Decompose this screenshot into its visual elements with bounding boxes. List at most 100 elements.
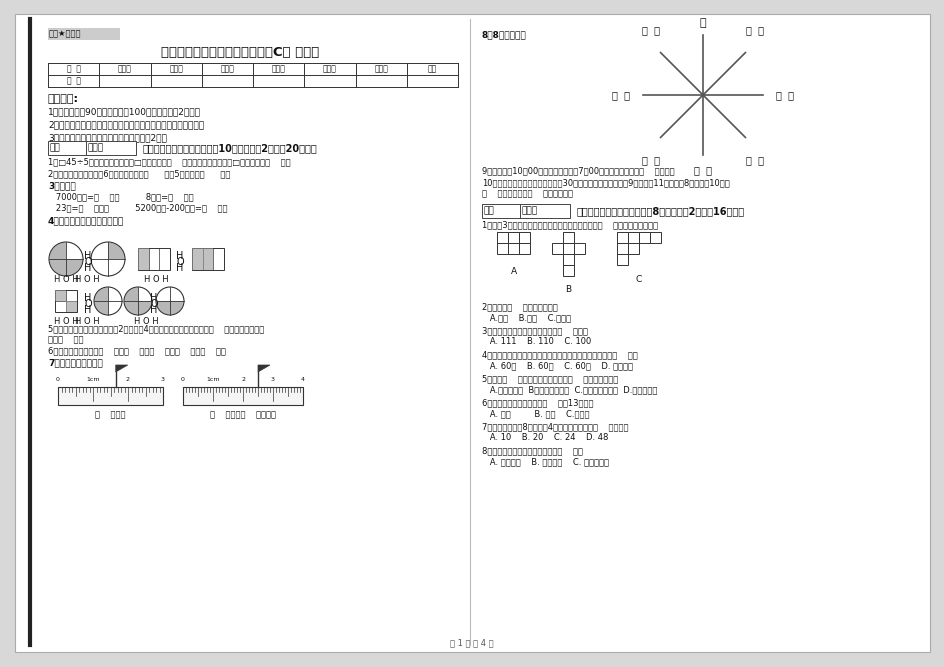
Text: H O H: H O H bbox=[75, 317, 99, 325]
Text: （    ）跑得最快，（    ）跑得最慢。: （ ）跑得最快，（ ）跑得最慢。 bbox=[481, 189, 572, 199]
Text: 得分: 得分 bbox=[483, 207, 495, 215]
Text: H O H: H O H bbox=[75, 275, 99, 283]
Text: 3、换算。: 3、换算。 bbox=[48, 181, 76, 191]
Text: 3、最大的三位数是最大一位数的（    ）倍。: 3、最大的三位数是最大一位数的（ ）倍。 bbox=[481, 327, 587, 336]
Text: 计算题: 计算题 bbox=[272, 65, 285, 73]
Text: A. 弃开指望    B. 拍开眼缝    C. 转动的风车: A. 弃开指望 B. 拍开眼缝 C. 转动的风车 bbox=[481, 458, 608, 466]
Text: （    ）毫米: （ ）毫米 bbox=[95, 410, 126, 420]
Text: 填空题: 填空题 bbox=[118, 65, 131, 73]
Text: 第 1 页 共 4 页: 第 1 页 共 4 页 bbox=[449, 638, 494, 648]
Text: 评卷人: 评卷人 bbox=[88, 143, 104, 153]
Text: 2: 2 bbox=[241, 377, 244, 382]
Bar bbox=[616, 243, 628, 254]
Text: 3: 3 bbox=[160, 377, 165, 382]
Text: 1、下列3个图形中，每个小正方形都一样大，那么（    ）图形的周长最长。: 1、下列3个图形中，每个小正方形都一样大，那么（ ）图形的周长最长。 bbox=[481, 221, 657, 229]
Text: 10、年育老师对第一小组同学进行30米跑测试，成绩如下小红9秒，小丽11秒，小明8秒，小亮10秒。: 10、年育老师对第一小组同学进行30米跑测试，成绩如下小红9秒，小丽11秒，小明… bbox=[481, 179, 729, 187]
Text: 题  号: 题 号 bbox=[67, 65, 80, 73]
Wedge shape bbox=[125, 301, 138, 315]
Text: 7、量出钉子的长度。: 7、量出钉子的长度。 bbox=[48, 358, 103, 368]
Wedge shape bbox=[108, 243, 125, 259]
Text: 8、下面现象中属于平移现象的是（    ）。: 8、下面现象中属于平移现象的是（ ）。 bbox=[481, 446, 582, 456]
Bar bbox=[138, 248, 170, 270]
Text: 应用题: 应用题 bbox=[374, 65, 388, 73]
Text: 1cm: 1cm bbox=[86, 377, 100, 382]
Bar bbox=[551, 243, 563, 254]
Bar bbox=[55, 290, 66, 301]
Text: C: C bbox=[635, 275, 641, 285]
Bar bbox=[518, 232, 530, 243]
Text: H: H bbox=[177, 263, 183, 273]
Text: 考试须知:: 考试须知: bbox=[48, 94, 79, 104]
Text: 3、不要在试卷上乱写乱画，答题不整洁扣2分。: 3、不要在试卷上乱写乱画，答题不整洁扣2分。 bbox=[48, 133, 167, 143]
Text: O: O bbox=[84, 299, 92, 309]
Text: 数的（    ）。: 数的（ ）。 bbox=[48, 336, 83, 344]
Text: 得  分: 得 分 bbox=[67, 77, 80, 85]
Bar bbox=[497, 243, 508, 254]
Text: H: H bbox=[84, 305, 92, 315]
Wedge shape bbox=[49, 259, 66, 275]
Bar bbox=[628, 232, 638, 243]
Text: 1、考试时间：90分钟，满分为100分（全卷卷分2分）。: 1、考试时间：90分钟，满分为100分（全卷卷分2分）。 bbox=[48, 107, 201, 117]
Text: A.一定    B.可能    C.不可能: A.一定 B.可能 C.不可能 bbox=[481, 313, 570, 323]
Polygon shape bbox=[258, 365, 270, 372]
Bar bbox=[481, 204, 519, 218]
Text: 2: 2 bbox=[126, 377, 130, 382]
Text: A: A bbox=[510, 267, 516, 275]
Bar bbox=[563, 243, 573, 254]
Wedge shape bbox=[94, 287, 108, 315]
Text: 评卷人: 评卷人 bbox=[521, 207, 537, 215]
Bar bbox=[183, 387, 303, 405]
Text: O: O bbox=[176, 257, 184, 267]
Text: （  ）: （ ） bbox=[641, 25, 659, 35]
Bar bbox=[497, 232, 508, 243]
Text: （  ）: （ ） bbox=[641, 155, 659, 165]
Text: 二、反复比较，慎重选择（共8小题，每题2分，共16分）。: 二、反复比较，慎重选择（共8小题，每题2分，共16分）。 bbox=[577, 206, 744, 216]
Bar bbox=[58, 387, 162, 405]
Text: A. 60秒    B. 60分    C. 60时    D. 无法确定: A. 60秒 B. 60分 C. 60时 D. 无法确定 bbox=[481, 362, 632, 370]
Text: 判断题: 判断题 bbox=[220, 65, 234, 73]
Bar bbox=[563, 232, 573, 243]
Text: H: H bbox=[84, 263, 92, 273]
Text: 得分: 得分 bbox=[50, 143, 60, 153]
Text: H: H bbox=[84, 251, 92, 261]
Text: 23吨=（    ）千克          5200千克-200千克=（    ）吨: 23吨=（ ）千克 5200千克-200千克=（ ）吨 bbox=[48, 203, 228, 213]
Bar bbox=[48, 28, 120, 40]
Text: （  ）: （ ） bbox=[745, 25, 763, 35]
Bar bbox=[628, 243, 638, 254]
Text: A. 111    B. 110    C. 100: A. 111 B. 110 C. 100 bbox=[481, 338, 591, 346]
Bar bbox=[563, 265, 573, 276]
Text: 北: 北 bbox=[699, 18, 705, 28]
Text: （  ）: （ ） bbox=[693, 165, 711, 175]
Text: 2、请首先按要求在试卷的指定位置填写您的姓名、班级、学号。: 2、请首先按要求在试卷的指定位置填写您的姓名、班级、学号。 bbox=[48, 121, 204, 129]
Text: 5、明天（    ）会下雨，今天下午会（    ）游进金色里。: 5、明天（ ）会下雨，今天下午会（ ）游进金色里。 bbox=[481, 374, 617, 384]
Wedge shape bbox=[138, 301, 151, 315]
Text: （    ）厘米（    ）毫米。: （ ）厘米（ ）毫米。 bbox=[210, 410, 276, 420]
Text: （  ）: （ ） bbox=[775, 90, 793, 100]
Text: 3: 3 bbox=[271, 377, 275, 382]
Text: 4、时针从上一个数字到相邻的下一个数字，经过的时间是（    ），: 4、时针从上一个数字到相邻的下一个数字，经过的时间是（ ）， bbox=[481, 350, 637, 360]
Bar bbox=[192, 248, 213, 270]
Text: 一、用心思考，正确填空（共10小题，每题2分，共20分）。: 一、用心思考，正确填空（共10小题，每题2分，共20分）。 bbox=[143, 143, 317, 153]
Text: 2、四边形（    ）平行四边形。: 2、四边形（ ）平行四边形。 bbox=[481, 303, 557, 311]
Bar bbox=[192, 248, 224, 270]
Text: 6、按放历计算，有的年份（    ）有13个月。: 6、按放历计算，有的年份（ ）有13个月。 bbox=[481, 398, 593, 408]
Polygon shape bbox=[115, 365, 127, 372]
Wedge shape bbox=[157, 301, 183, 315]
Text: （  ）: （ ） bbox=[745, 155, 763, 165]
Text: 9、小林晚上10：00睡觉，第二天早上7：00起床，他一共睡了（    ）小时。: 9、小林晚上10：00睡觉，第二天早上7：00起床，他一共睡了（ ）小时。 bbox=[481, 167, 674, 175]
Bar bbox=[573, 243, 584, 254]
Bar bbox=[66, 301, 76, 312]
Text: 1cm: 1cm bbox=[206, 377, 220, 382]
Text: H O H: H O H bbox=[143, 275, 168, 283]
Bar bbox=[519, 204, 569, 218]
Bar bbox=[138, 248, 148, 270]
Wedge shape bbox=[66, 259, 82, 275]
Text: 0: 0 bbox=[181, 377, 185, 382]
Text: 0: 0 bbox=[56, 377, 59, 382]
Bar bbox=[649, 232, 660, 243]
Text: H O H: H O H bbox=[54, 317, 78, 325]
Text: A.一定、可能  B、可能、不可能  C.不可能、不可能  D.可能、可能: A.一定、可能 B、可能、不可能 C.不可能、不可能 D.可能、可能 bbox=[481, 386, 657, 394]
Text: 4、著名同分数，并比较大小。: 4、著名同分数，并比较大小。 bbox=[48, 217, 124, 225]
Text: （  ）: （ ） bbox=[612, 90, 630, 100]
Text: H: H bbox=[84, 293, 92, 303]
